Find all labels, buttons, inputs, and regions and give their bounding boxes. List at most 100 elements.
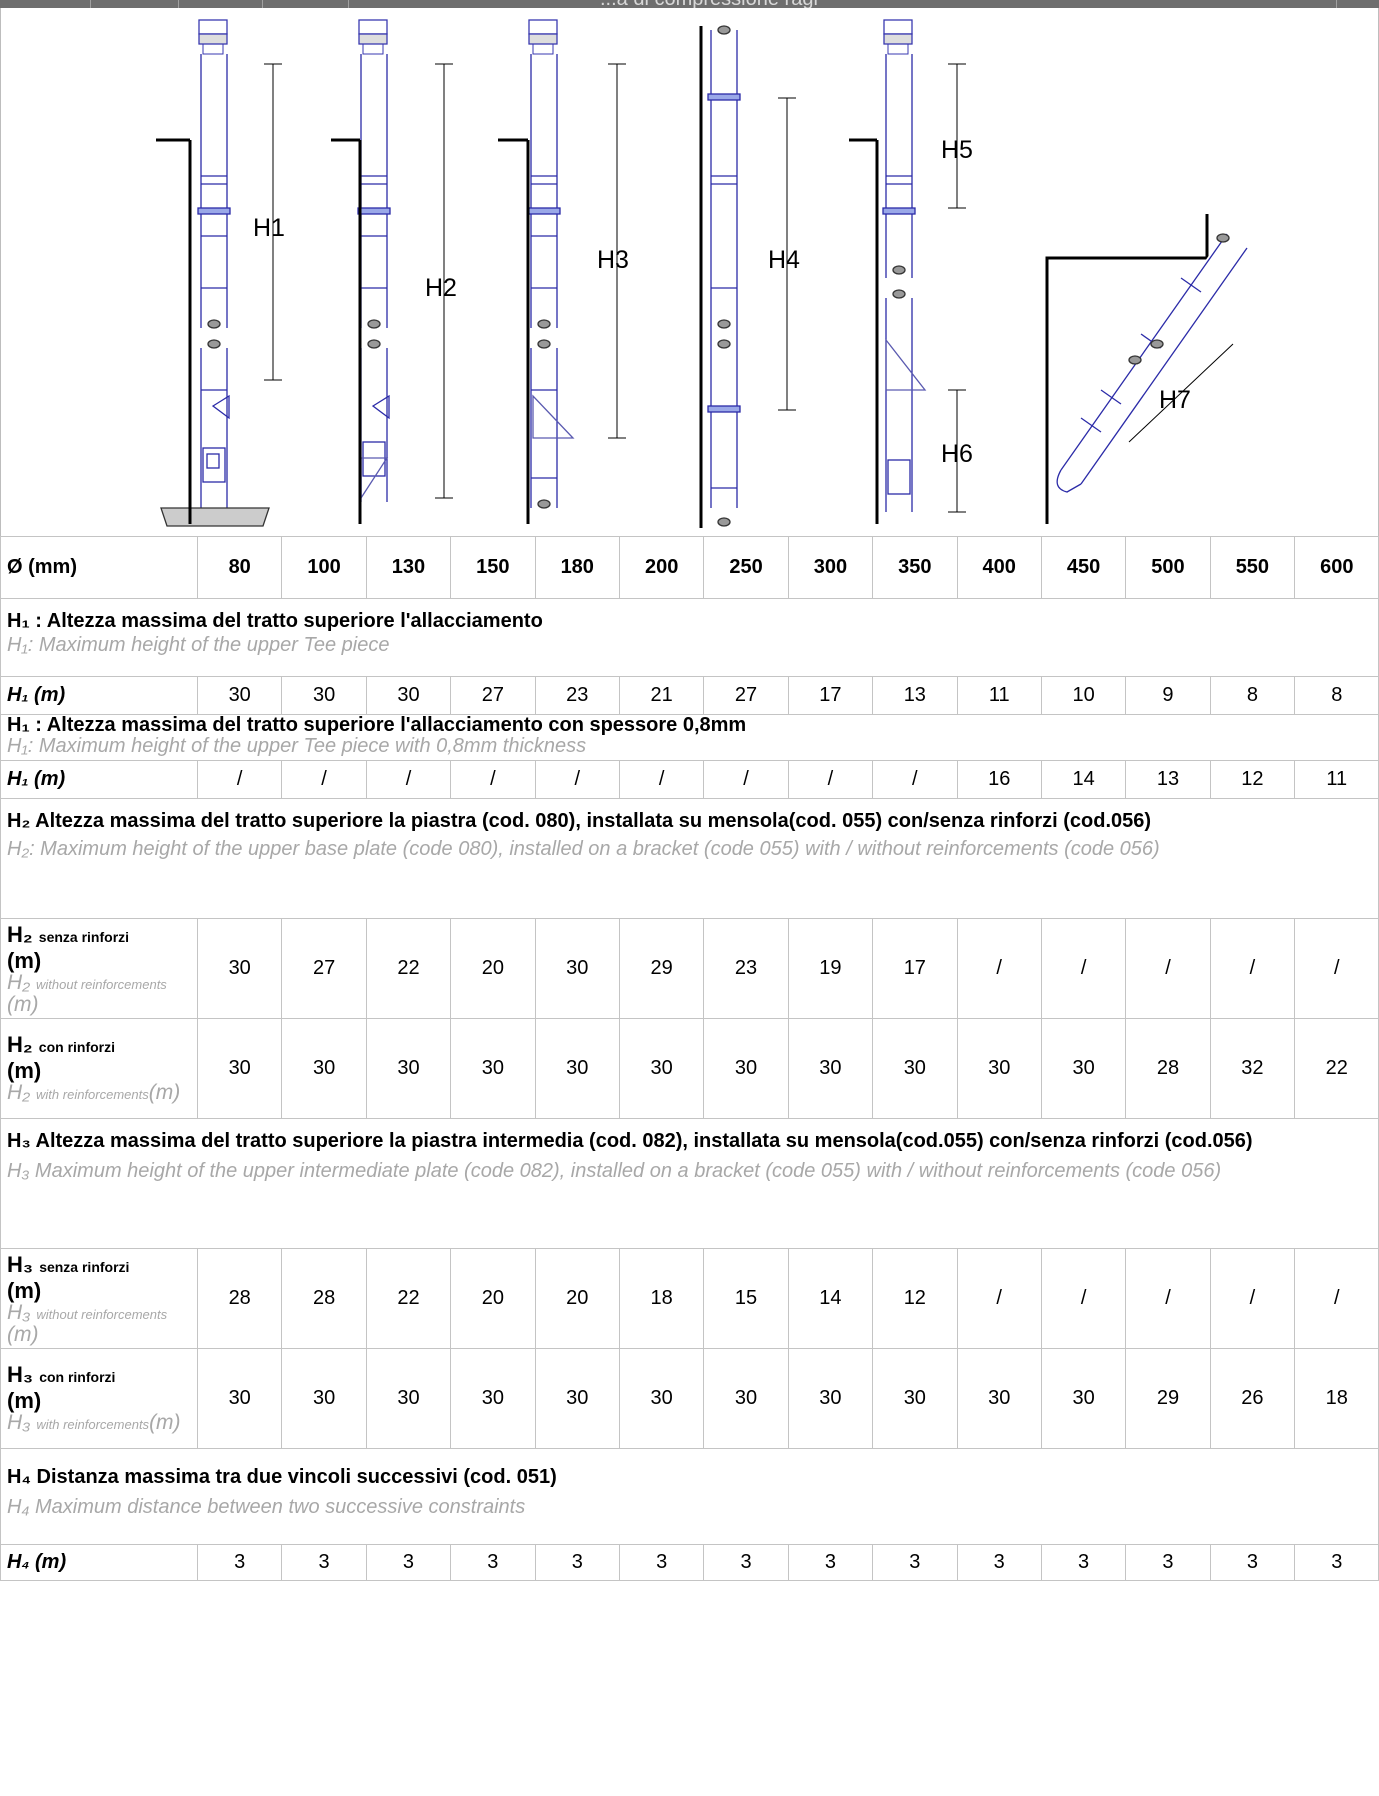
label-h3: H3: [597, 246, 629, 274]
value-cell: 13: [872, 676, 958, 715]
table-row: H₂ senza rinforzi (m) H₂ without reinforc…: [0, 918, 1379, 1019]
value-cell: 29: [618, 918, 705, 1019]
value-cell: /: [196, 760, 283, 799]
section-title: H₃ Altezza massima del tratto superiore …: [7, 1130, 1253, 1152]
value-cell: /: [618, 760, 705, 799]
value-cell: 3: [1125, 1544, 1211, 1581]
value-cell: /: [787, 760, 874, 799]
value-cell: 8: [1294, 676, 1379, 715]
value-cell: 22: [365, 918, 452, 1019]
value-cell: 23: [534, 676, 620, 715]
value-cell: 18: [618, 1248, 705, 1349]
diameter-cell: 500: [1125, 536, 1211, 599]
value-cell: 30: [281, 676, 367, 715]
value-cell: 16: [956, 760, 1042, 799]
section-subtitle: H₁: Maximum height of the upper Tee piec…: [7, 735, 587, 757]
diameter-cell: 600: [1294, 536, 1379, 599]
value-cell: 30: [196, 1018, 283, 1119]
section-subtitle: H₃ Maximum height of the upper intermedi…: [7, 1160, 1222, 1182]
diameter-cell: 150: [450, 536, 536, 599]
diameter-cell: 130: [365, 536, 452, 599]
row-label: H₁ (m): [0, 760, 198, 799]
section-h1: H₁ : Altezza massima del tratto superior…: [0, 598, 1379, 677]
value-cell: 9: [1125, 676, 1211, 715]
diameter-cell: 450: [1040, 536, 1127, 599]
table-row: H₄ (m) 3 3 3 3 3 3 3 3 3 3 3 3 3 3: [0, 1544, 1379, 1581]
value-cell: /: [281, 760, 367, 799]
value-cell: 28: [1125, 1018, 1211, 1119]
value-cell: 30: [872, 1348, 958, 1449]
value-cell: 30: [281, 1348, 367, 1449]
header-row: Ø (mm) 80 100 130 150 180 200 250 300 35…: [0, 536, 1379, 599]
value-cell: 30: [365, 1018, 452, 1119]
value-cell: 12: [872, 1248, 958, 1349]
figure-h5-h6: [849, 19, 966, 524]
value-cell: 30: [450, 1348, 536, 1449]
label-h2: H2: [425, 274, 457, 302]
chimney-diagram: H1 H2 H3 H4 H5 H6 H7: [0, 8, 1379, 536]
value-cell: 27: [450, 676, 536, 715]
label-h1: H1: [253, 214, 285, 242]
value-cell: 3: [618, 1544, 705, 1581]
section-title: H₁ : Altezza massima del tratto superior…: [7, 714, 747, 736]
value-cell: 22: [1294, 1018, 1379, 1119]
value-cell: 30: [956, 1348, 1042, 1449]
value-cell: /: [1294, 1248, 1379, 1349]
section-h1-thickness: H₁ : Altezza massima del tratto superior…: [0, 714, 1379, 761]
value-cell: /: [956, 918, 1042, 1019]
value-cell: 30: [534, 918, 620, 1019]
value-cell: 28: [196, 1248, 283, 1349]
value-cell: /: [1209, 1248, 1296, 1349]
diameter-label: Ø (mm): [0, 536, 198, 599]
table-row: H₁ (m) 30 30 30 27 23 21 27 17 13 11 10 …: [0, 676, 1379, 715]
value-cell: 17: [787, 676, 874, 715]
figure-h1: [156, 19, 282, 527]
value-cell: 30: [450, 1018, 536, 1119]
value-cell: 3: [956, 1544, 1042, 1581]
table-row: H₁ (m) / / / / / / / / / 16 14 13 12 11: [0, 760, 1379, 799]
value-cell: 30: [534, 1348, 620, 1449]
value-cell: 11: [956, 676, 1042, 715]
figure-h2: [331, 19, 453, 524]
row-label: H₁ (m): [0, 676, 198, 715]
chimney-drawings: [156, 19, 1248, 528]
table-row: H₂ con rinforzi (m) H₂ with reinforcement…: [0, 1018, 1379, 1119]
value-cell: /: [956, 1248, 1042, 1349]
value-cell: 30: [703, 1348, 789, 1449]
figure-h3: [498, 19, 626, 524]
value-cell: 20: [534, 1248, 620, 1349]
value-cell: 3: [703, 1544, 789, 1581]
value-cell: 12: [1209, 760, 1296, 799]
value-cell: 30: [196, 676, 283, 715]
value-cell: 17: [872, 918, 958, 1019]
value-cell: 26: [1209, 1348, 1296, 1449]
value-cell: /: [534, 760, 620, 799]
value-cell: 30: [196, 1348, 283, 1449]
value-cell: /: [365, 760, 452, 799]
row-label: H₄ (m): [0, 1544, 198, 1581]
banner-title: ...a di compressione ragi: [600, 0, 818, 8]
value-cell: 30: [1040, 1018, 1127, 1119]
value-cell: /: [1125, 918, 1211, 1019]
section-h3: H₃ Altezza massima del tratto superiore …: [0, 1118, 1379, 1249]
value-cell: 30: [281, 1018, 367, 1119]
value-cell: /: [450, 760, 536, 799]
section-subtitle: H₁: Maximum height of the upper Tee piec…: [7, 634, 390, 656]
diameter-cell: 180: [534, 536, 620, 599]
value-cell: /: [1040, 918, 1127, 1019]
value-cell: 3: [450, 1544, 536, 1581]
value-cell: 13: [1125, 760, 1211, 799]
value-cell: /: [872, 760, 958, 799]
section-subtitle: H₄ Maximum distance between two successi…: [7, 1496, 526, 1518]
diameter-cell: 400: [956, 536, 1042, 599]
value-cell: 3: [534, 1544, 620, 1581]
value-cell: 30: [787, 1018, 874, 1119]
row-label: H₃ con rinforzi (m) H₃ with reinforcement…: [0, 1348, 198, 1449]
value-cell: 3: [281, 1544, 367, 1581]
value-cell: 22: [365, 1248, 452, 1349]
value-cell: 20: [450, 1248, 536, 1349]
value-cell: 30: [365, 676, 452, 715]
section-title: H₄ Distanza massima tra due vincoli succ…: [7, 1466, 557, 1488]
diameter-cell: 250: [703, 536, 789, 599]
label-h4: H4: [768, 246, 800, 274]
